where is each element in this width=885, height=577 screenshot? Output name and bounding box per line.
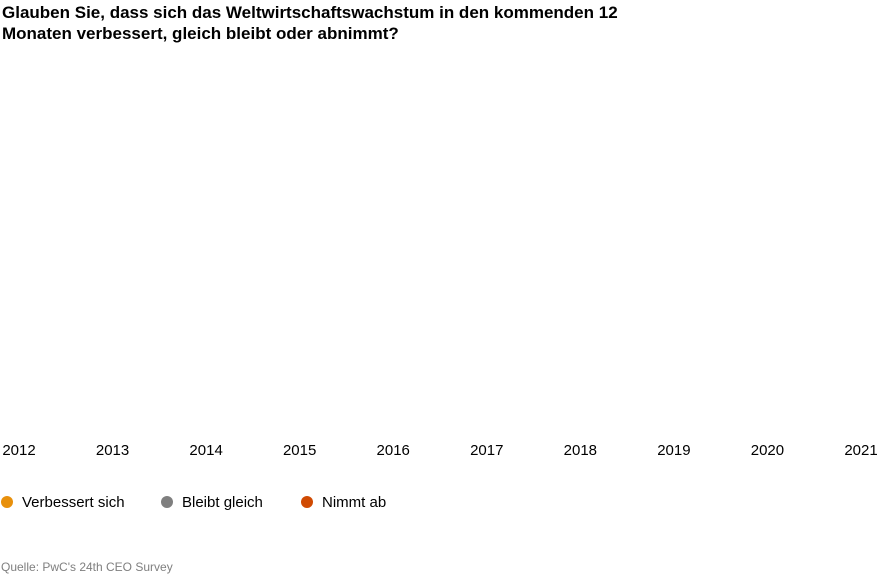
legend-label: Nimmt ab (322, 494, 386, 511)
x-tick-label: 2014 (189, 442, 222, 459)
legend-marker (161, 496, 173, 508)
chart-title: Glauben Sie, dass sich das Weltwirtschaf… (2, 3, 618, 43)
x-tick-label: 2020 (751, 442, 784, 459)
legend-marker (301, 496, 313, 508)
x-tick-label: 2016 (377, 442, 410, 459)
legend-label: Verbessert sich (22, 494, 125, 511)
x-tick-label: 2017 (470, 442, 503, 459)
x-tick-label: 2021 (844, 442, 877, 459)
x-tick-label: 2018 (564, 442, 597, 459)
x-tick-label: 2015 (283, 442, 316, 459)
legend-marker (1, 496, 13, 508)
x-tick-label: 2012 (2, 442, 35, 459)
legend-label: Bleibt gleich (182, 494, 263, 511)
x-tick-label: 2013 (96, 442, 129, 459)
x-tick-label: 2019 (657, 442, 690, 459)
source-note: Quelle: PwC's 24th CEO Survey (1, 560, 173, 574)
